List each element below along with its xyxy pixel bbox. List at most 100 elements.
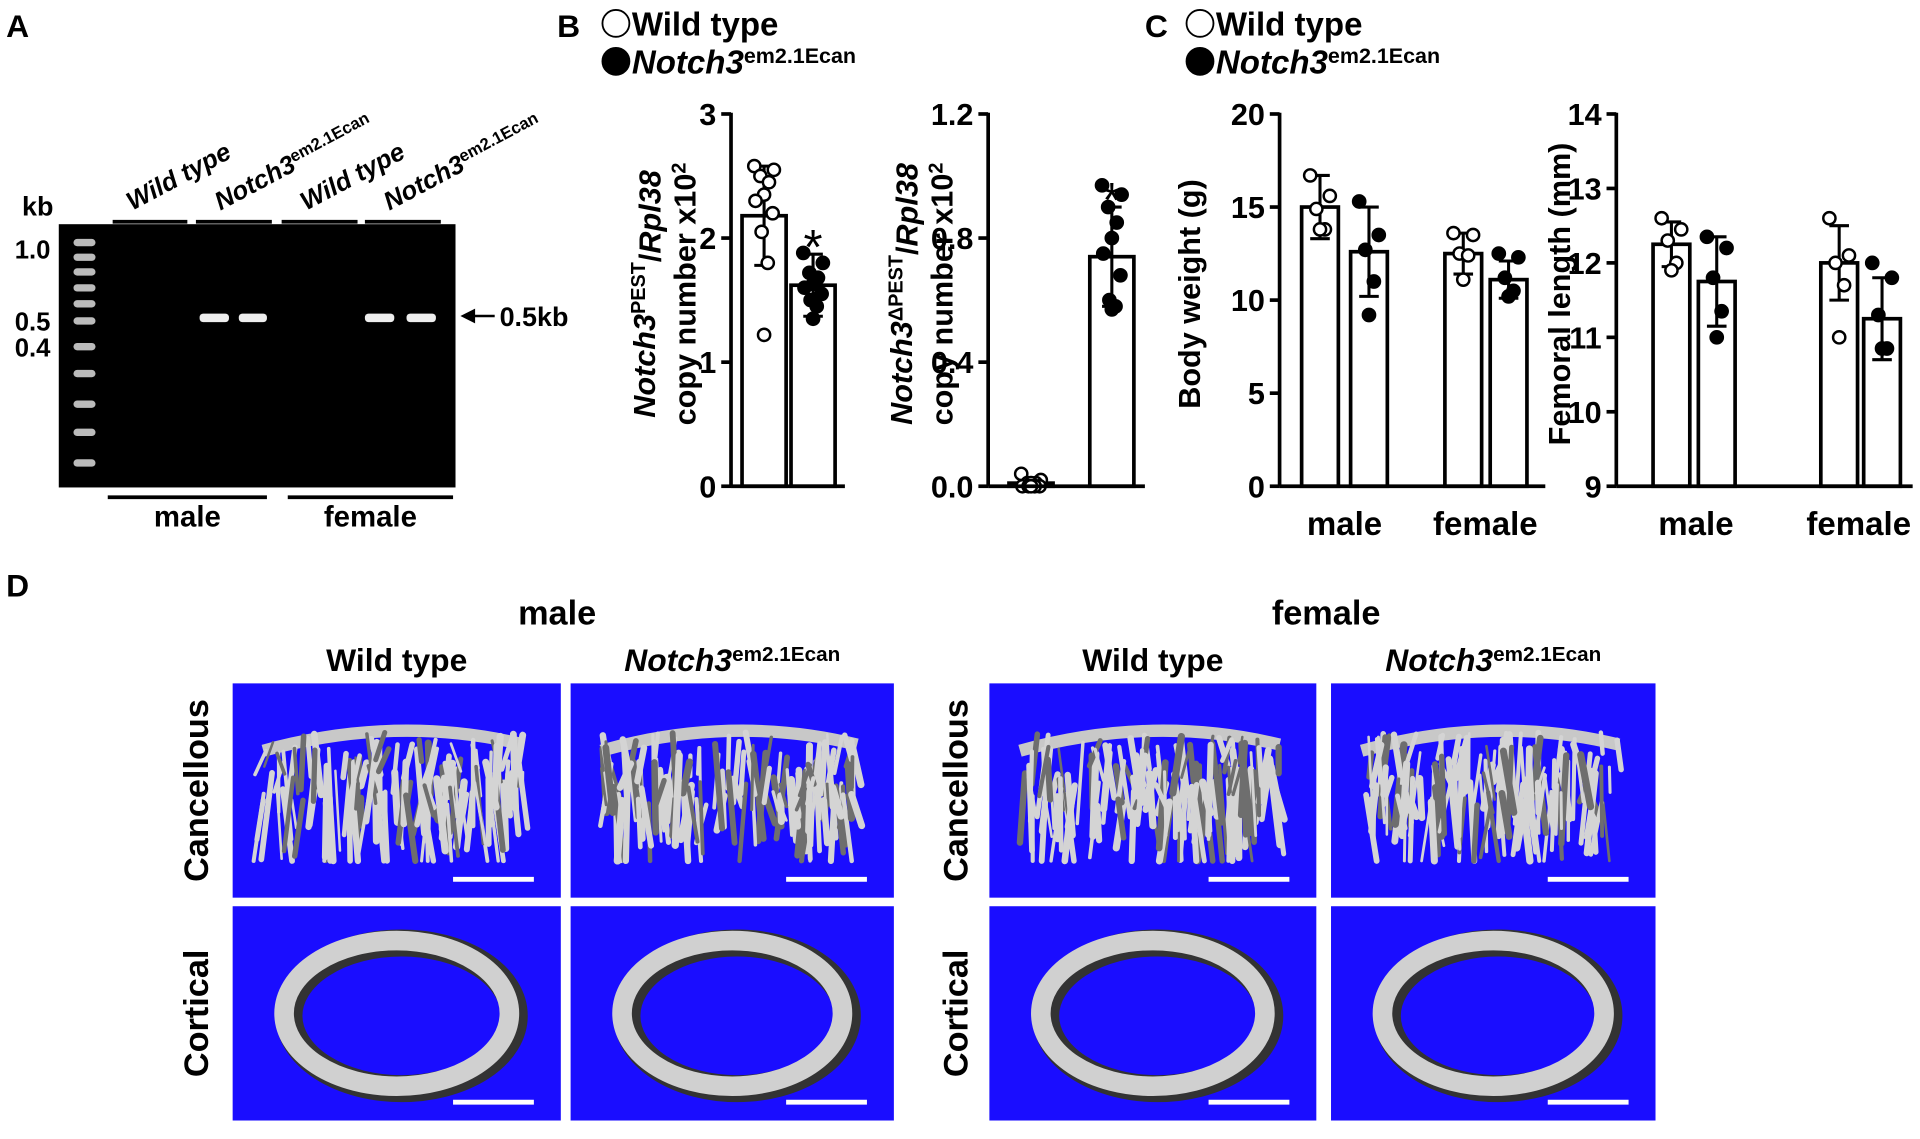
- y-tick-label: 10: [1231, 284, 1265, 318]
- y-tick-label: 15: [1231, 191, 1265, 225]
- trabecula: [1075, 740, 1085, 826]
- y-tick-label: 0.4: [931, 346, 974, 380]
- data-point: [1109, 215, 1125, 230]
- trabecula: [599, 767, 608, 807]
- trabecula: [777, 798, 788, 822]
- trabecula: [1390, 731, 1405, 785]
- superscript: 2: [669, 163, 691, 174]
- data-point: [760, 255, 776, 271]
- trabecula: [1614, 737, 1624, 773]
- trabecula: [325, 793, 337, 865]
- trabecula: [1445, 756, 1461, 850]
- trabecula: [1249, 751, 1258, 837]
- trabecula: [1218, 763, 1229, 855]
- ladder-band: [73, 300, 96, 308]
- legend-marker: [1185, 46, 1215, 76]
- data-point: [765, 205, 780, 221]
- data-point: [1660, 233, 1676, 248]
- y-tick-label: 1: [699, 346, 716, 380]
- text-part: Notch3: [1385, 642, 1493, 678]
- trabecula: [1130, 774, 1139, 800]
- superscript: em2.1Ecan: [744, 44, 856, 68]
- data-point: [1673, 222, 1689, 237]
- trabecula: [1037, 744, 1051, 799]
- data-point: [815, 255, 831, 271]
- superscript: em2.1Ecan: [732, 643, 840, 666]
- text-part: Femoral length (mm): [1543, 143, 1577, 446]
- trabecula: [1471, 802, 1480, 864]
- trabecula: [275, 787, 283, 861]
- data-point: [1714, 303, 1729, 319]
- cortical-shell: [1372, 930, 1614, 1097]
- trabecula: [1237, 739, 1249, 819]
- legend-marker: [601, 46, 631, 76]
- trabecula: [1057, 747, 1070, 818]
- data-point: [1864, 255, 1880, 271]
- trabecula: [1427, 798, 1438, 865]
- trabecula: [298, 733, 307, 793]
- trabecular-bone: [251, 724, 531, 865]
- trabecula: [679, 758, 694, 797]
- compartment-label: Cortical: [937, 950, 975, 1078]
- y-tick-label: 1.2: [931, 98, 974, 132]
- trabecula: [820, 797, 831, 847]
- trabecula: [448, 785, 460, 858]
- group-label: male: [154, 501, 221, 534]
- trabecula: [1405, 731, 1419, 763]
- trabecula: [373, 729, 388, 763]
- trabecula: [509, 769, 522, 838]
- trabecula: [1134, 752, 1149, 827]
- data-point: [1351, 194, 1367, 209]
- trabecula: [1498, 789, 1513, 840]
- trabecula: [805, 776, 816, 806]
- trabecula: [281, 775, 296, 854]
- data-point: [1322, 188, 1338, 204]
- text-part: /: [633, 253, 667, 262]
- trabecula: [438, 786, 450, 832]
- trabecula: [1367, 735, 1374, 805]
- x-tick-label: female: [1806, 506, 1911, 543]
- trabecula: [1176, 780, 1184, 833]
- trabecula: [375, 746, 392, 775]
- y-axis-label: copy number x102: [926, 163, 960, 426]
- trabecula: [613, 796, 626, 865]
- panel-label: D: [6, 567, 29, 603]
- superscript: em2.1Ecan: [1328, 44, 1440, 68]
- text-part: Wild type: [326, 642, 467, 678]
- trabecula: [822, 770, 827, 803]
- data-point: [1497, 270, 1513, 286]
- y-axis-label: Notch3ΔPEST/Rpl38: [885, 163, 924, 425]
- trabecula: [1525, 760, 1536, 816]
- data-point: [797, 280, 812, 296]
- trabecula: [1576, 760, 1585, 804]
- trabecula: [653, 731, 660, 759]
- trabecula: [1044, 756, 1054, 803]
- trabecula: [671, 751, 683, 849]
- size-unit: kb: [22, 192, 53, 222]
- trabecula: [1226, 759, 1238, 796]
- y-tick-label: 0: [1248, 470, 1265, 504]
- legend-label: Wild type: [1216, 7, 1363, 44]
- text-part: Rpl38: [891, 163, 925, 246]
- trabecula: [750, 750, 767, 842]
- trabecula: [1599, 764, 1605, 838]
- data-point: [1446, 225, 1461, 241]
- y-axis-label: Notch3PEST/Rpl38: [628, 170, 667, 418]
- trabecular-bone: [1359, 724, 1624, 865]
- trabecula: [1461, 734, 1471, 795]
- trabecula: [310, 747, 318, 804]
- data-point: [1664, 262, 1679, 278]
- trabecula: [1192, 794, 1207, 864]
- trabecular-bone: [1016, 724, 1288, 865]
- data-point: [1709, 329, 1725, 345]
- dna-band: [199, 313, 229, 323]
- trabecula: [381, 790, 390, 864]
- superscript: em2.1Ecan: [455, 108, 541, 166]
- trabecula: [1416, 774, 1426, 822]
- trabecula: [1380, 764, 1389, 798]
- text-part: Wild type: [1082, 642, 1223, 678]
- trabecula: [340, 750, 349, 781]
- trabecula: [1588, 755, 1601, 788]
- ladder-band: [73, 317, 96, 325]
- trabecula: [1510, 781, 1526, 858]
